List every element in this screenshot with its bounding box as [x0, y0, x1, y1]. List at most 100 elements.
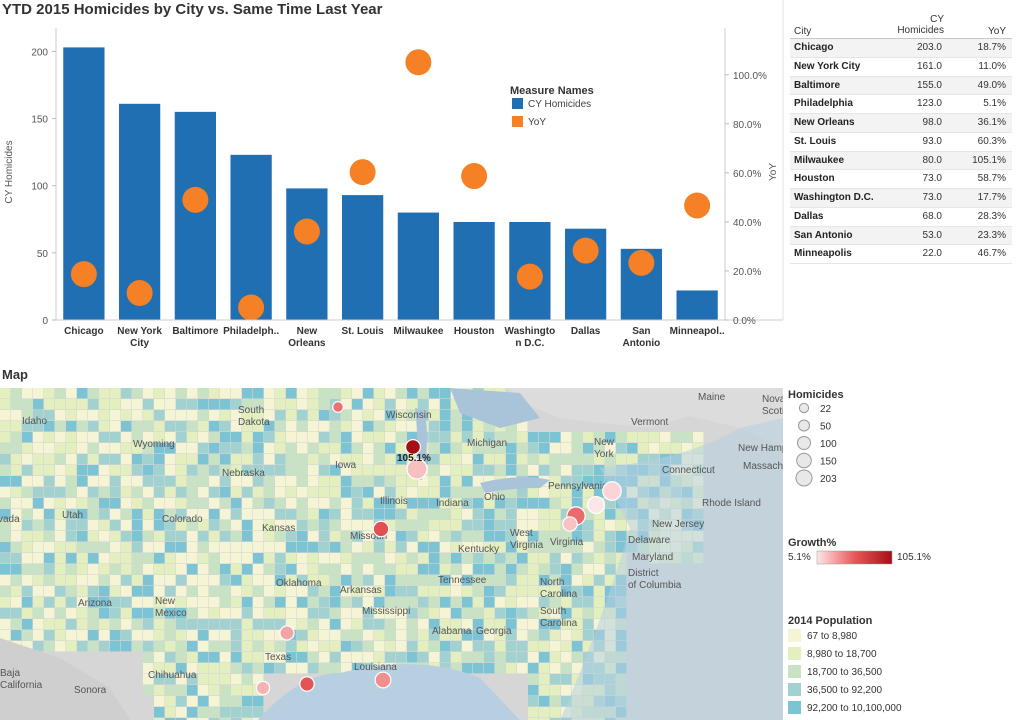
bar-philadelphia[interactable] [230, 154, 272, 320]
us-map[interactable]: IdahoWyomingSouthDakotaNebraskaIowaWisco… [0, 388, 783, 720]
county-cell [44, 531, 55, 542]
county-cell [242, 487, 253, 498]
county-cell [0, 619, 11, 630]
yoy-point-milwaukee[interactable] [405, 49, 432, 76]
county-cell [220, 443, 231, 454]
bar-baltimore[interactable] [174, 111, 217, 320]
county-cell [440, 399, 451, 410]
county-cell [363, 498, 374, 509]
city-bubble-chicago[interactable] [406, 458, 428, 480]
yoy-point-houston[interactable] [461, 163, 488, 190]
yoy-point-chicago[interactable] [70, 261, 97, 288]
bar-new-orleans[interactable] [286, 188, 328, 320]
city-bubble-houston[interactable] [299, 676, 315, 692]
county-cell [374, 410, 385, 421]
city-bubble-milwaukee[interactable] [405, 439, 421, 455]
county-cell [297, 542, 308, 553]
bar-houston[interactable] [453, 221, 495, 320]
county-cell [143, 663, 154, 674]
county-cell [319, 487, 330, 498]
city-bubble-san-antonio[interactable] [255, 680, 271, 696]
county-cell [165, 531, 176, 542]
county-cell [352, 498, 363, 509]
yoy-point-washington-d-c-[interactable] [516, 263, 543, 290]
county-cell [242, 443, 253, 454]
table-row[interactable]: St. Louis 93.0 60.3% [790, 133, 1012, 152]
county-cell [110, 608, 121, 619]
table-row[interactable]: Milwaukee 80.0 105.1% [790, 151, 1012, 171]
county-cell [616, 542, 627, 553]
county-cell [99, 553, 110, 564]
city-bubble-washington-d-c-[interactable] [562, 516, 578, 532]
county-cell [44, 498, 55, 509]
county-cell [374, 465, 385, 476]
yoy-point-baltimore[interactable] [182, 186, 209, 213]
table-row[interactable]: Washington D.C. 73.0 17.7% [790, 189, 1012, 208]
yoy-point-new-orleans[interactable] [293, 218, 320, 245]
table-row[interactable]: Chicago 203.0 18.7% [790, 39, 1012, 58]
county-cell [242, 399, 253, 410]
county-cell [88, 498, 99, 509]
yoy-point-new-york-city[interactable] [126, 280, 153, 307]
county-cell [550, 509, 561, 520]
county-cell [66, 454, 77, 465]
table-row[interactable]: San Antonio 53.0 23.3% [790, 226, 1012, 246]
county-cell [539, 663, 550, 674]
table-row[interactable]: Dallas 68.0 28.3% [790, 208, 1012, 227]
bar-st-louis[interactable] [341, 195, 384, 320]
county-cell [176, 399, 187, 410]
county-cell [418, 597, 429, 608]
yoy-point-st-louis[interactable] [349, 159, 376, 186]
yoy-point-san-antonio[interactable] [628, 249, 655, 276]
county-cell [407, 608, 418, 619]
county-cell [176, 630, 187, 641]
yoy-point-philadelphia[interactable] [238, 294, 265, 321]
county-cell [550, 432, 561, 443]
county-cell [22, 388, 33, 399]
bar-milwaukee[interactable] [397, 212, 440, 320]
table-row[interactable]: Minneapolis 22.0 46.7% [790, 245, 1012, 264]
county-cell [693, 432, 704, 443]
county-cell [121, 509, 132, 520]
county-cell [286, 498, 297, 509]
county-cell [440, 553, 451, 564]
county-cell [539, 608, 550, 619]
county-cell [407, 542, 418, 553]
county-cell [429, 509, 440, 520]
county-cell [330, 641, 341, 652]
table-row[interactable]: Philadelphia 123.0 5.1% [790, 95, 1012, 114]
county-cell [440, 465, 451, 476]
county-cell [209, 498, 220, 509]
population-swatch [788, 701, 801, 714]
county-cell [429, 432, 440, 443]
county-cell [132, 509, 143, 520]
city-bubble-dallas[interactable] [279, 625, 295, 641]
county-cell [308, 421, 319, 432]
y2-tick-label: 60.0% [733, 169, 761, 180]
county-cell [341, 476, 352, 487]
county-cell [330, 443, 341, 454]
city-bubble-minneapolis[interactable] [332, 401, 344, 413]
city-bubble-new-orleans[interactable] [374, 671, 392, 689]
county-cell [44, 454, 55, 465]
yoy-point-minneapolis[interactable] [684, 192, 711, 219]
county-cell [506, 641, 517, 652]
table-row[interactable]: Baltimore 155.0 49.0% [790, 76, 1012, 96]
place-label: Mississippi [362, 606, 410, 617]
table-row[interactable]: New York City 161.0 11.0% [790, 58, 1012, 77]
county-cell [330, 509, 341, 520]
county-cell [198, 520, 209, 531]
city-bubble-st-louis[interactable] [372, 520, 390, 538]
county-cell [33, 487, 44, 498]
bar-minneapolis[interactable] [676, 290, 718, 320]
county-cell [220, 465, 231, 476]
table-row[interactable]: Houston 73.0 58.7% [790, 170, 1012, 189]
city-bubble-philadelphia[interactable] [586, 495, 606, 515]
city-bubble-new-york-city[interactable] [602, 481, 622, 501]
county-cell [264, 531, 275, 542]
county-cell [33, 388, 44, 399]
yoy-point-dallas[interactable] [572, 237, 599, 264]
county-cell [99, 399, 110, 410]
table-row[interactable]: New Orleans 98.0 36.1% [790, 114, 1012, 133]
county-cell [132, 575, 143, 586]
